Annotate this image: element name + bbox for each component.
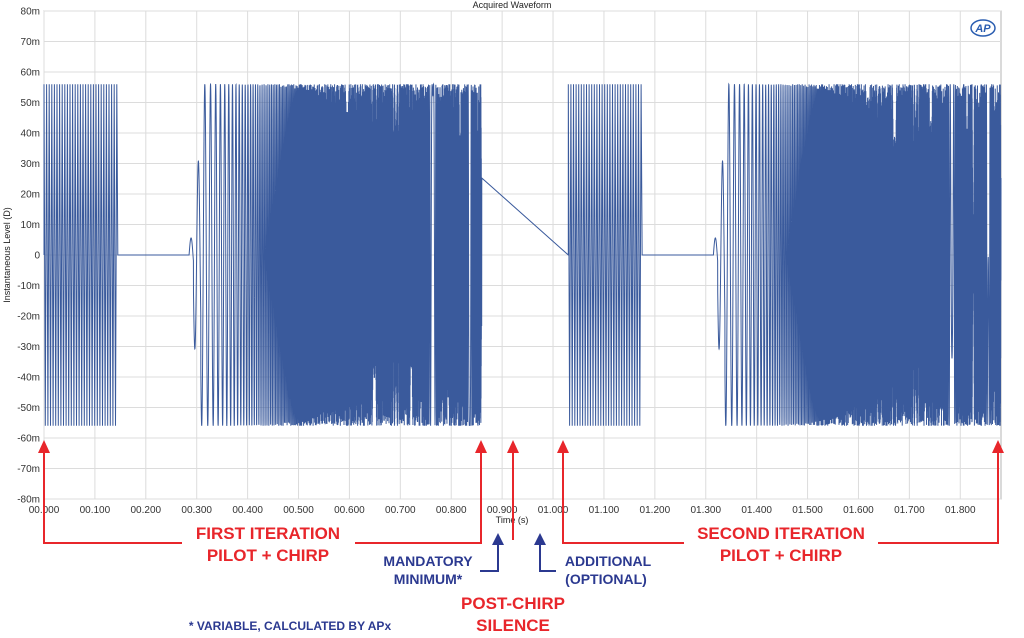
additional-optional-marker [539,544,556,572]
signal-series-line [43,82,1002,427]
y-tick-labels: 80m 70m 60m 50m 40m 30m 20m 10m 0 -10m -20m -30m -40… [17,7,40,506]
x-tick-label: 01.000 [538,505,569,516]
x-tick-labels: 00.000 00.100 00.200 00.300 00.400 00.500 00.6… [29,505,976,516]
post-chirp-sublabel: SILENCE [476,616,550,635]
chart-title: Acquired Waveform [473,0,552,10]
x-tick-label: 00.300 [181,505,212,516]
y-tick-label: -60m [17,434,40,445]
x-tick-label: 00.900 [487,505,518,516]
mandatory-minimum-marker [480,544,499,572]
y-tick-label: -80m [17,495,40,506]
footnote: * VARIABLE, CALCULATED BY APx [189,619,392,633]
y-tick-label: 60m [21,68,40,79]
arrow-up-icon [534,533,546,545]
second-iteration-sublabel: PILOT + CHIRP [720,546,842,565]
x-tick-label: 01.400 [741,505,772,516]
x-tick-label: 00.100 [80,505,111,516]
x-tick-label: 00.200 [131,505,162,516]
arrow-up-icon [992,440,1004,453]
additional-sublabel: (OPTIONAL) [565,571,647,587]
x-tick-label: 01.500 [792,505,823,516]
mandatory-label: MANDATORY [383,553,473,569]
x-tick-label: 01.700 [894,505,925,516]
first-iteration-label: FIRST ITERATION [196,524,340,543]
x-tick-label: 01.800 [945,505,976,516]
arrow-up-icon [507,440,519,453]
second-iteration-bracket [562,452,999,544]
first-iteration-bracket [43,452,482,544]
x-tick-label: 01.300 [690,505,721,516]
y-tick-label: 0 [34,251,40,262]
y-tick-label: -10m [17,281,40,292]
mandatory-sublabel: MINIMUM* [394,571,463,587]
y-tick-label: 70m [21,37,40,48]
y-tick-label: -20m [17,312,40,323]
svg-text:AP: AP [974,23,991,35]
x-tick-label: 00.700 [385,505,416,516]
y-tick-label: 50m [21,98,40,109]
arrow-up-icon [38,440,50,453]
x-tick-label: 00.600 [334,505,365,516]
arrow-up-icon [557,440,569,453]
x-tick-label: 01.100 [589,505,620,516]
arrow-up-icon [475,440,487,453]
post-chirp-label: POST-CHIRP [461,594,565,613]
y-tick-label: -50m [17,403,40,414]
x-tick-label: 00.400 [232,505,263,516]
x-tick-label: 01.600 [843,505,874,516]
x-tick-label: 00.800 [436,505,467,516]
first-iteration-sublabel: PILOT + CHIRP [207,546,329,565]
arrow-up-icon [492,533,504,545]
y-tick-label: 30m [21,159,40,170]
y-tick-label: -40m [17,373,40,384]
y-tick-label: 40m [21,129,40,140]
y-tick-label: -30m [17,342,40,353]
additional-label: ADDITIONAL [565,553,652,569]
y-tick-label: 80m [21,7,40,18]
y-tick-label: 10m [21,220,40,231]
x-tick-label: 01.200 [640,505,671,516]
y-tick-label: 20m [21,190,40,201]
second-iteration-label: SECOND ITERATION [697,524,865,543]
y-tick-label: -70m [17,464,40,475]
ap-logo: AP [970,19,996,37]
x-tick-label: 00.500 [283,505,314,516]
y-axis-label: Instantaneous Level (D) [2,207,12,303]
